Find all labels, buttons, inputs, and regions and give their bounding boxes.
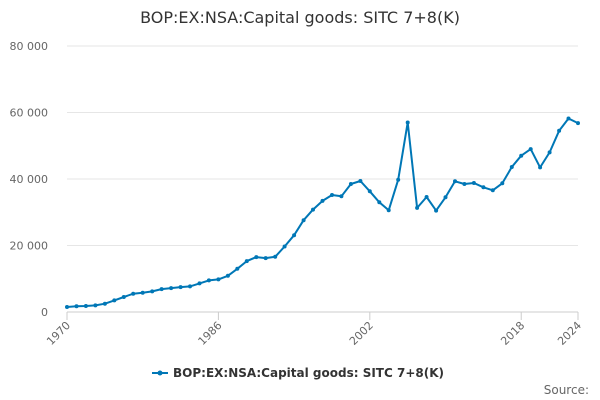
series-layer (65, 116, 580, 309)
data-point (74, 304, 79, 309)
x-tick-label: 2018 (498, 319, 527, 348)
data-point (150, 289, 155, 294)
data-point (566, 116, 571, 121)
data-point (169, 286, 174, 291)
y-tick-label: 80 000 (10, 40, 49, 53)
data-point (112, 298, 117, 303)
data-point (538, 165, 543, 170)
source-label: Source: (544, 383, 589, 397)
data-point (424, 195, 429, 199)
y-tick-label: 0 (41, 306, 48, 319)
data-point (405, 120, 410, 125)
data-point (263, 256, 268, 261)
data-point (131, 291, 136, 296)
data-point (311, 207, 315, 212)
grid-layer (67, 45, 578, 246)
data-point (471, 181, 476, 185)
data-point (386, 208, 391, 213)
legend-label: BOP:EX:NSA:Capital goods: SITC 7+8(K) (173, 366, 444, 380)
data-point (292, 233, 297, 238)
data-point (490, 188, 495, 193)
data-point (547, 150, 552, 155)
data-point (206, 278, 211, 283)
data-point (282, 244, 287, 249)
data-point (140, 290, 145, 295)
data-point (415, 205, 420, 210)
y-tick-label: 40 000 (10, 173, 49, 186)
data-point (509, 165, 514, 169)
x-tick-label: 1986 (196, 319, 225, 348)
data-point (244, 259, 249, 264)
data-point (273, 254, 278, 259)
data-point (348, 182, 353, 186)
data-point (225, 273, 230, 278)
y-tick-label: 60 000 (10, 107, 49, 120)
data-point (188, 284, 192, 289)
data-point (235, 266, 240, 271)
data-point (377, 200, 382, 205)
data-point (557, 128, 562, 133)
data-point (83, 304, 88, 308)
data-point (330, 193, 334, 197)
data-point (481, 185, 486, 190)
data-point (434, 208, 439, 213)
data-point (320, 198, 325, 203)
x-tick-label: 2024 (555, 319, 584, 348)
axis-layer: 0 20 000 40 000 60 000 80 000 1970 1986 2002 201… (10, 40, 585, 348)
data-point (254, 255, 259, 260)
data-point (367, 189, 372, 194)
data-point (178, 285, 183, 290)
data-point (396, 177, 401, 182)
data-point (576, 121, 580, 126)
data-point (443, 195, 448, 200)
data-point (216, 277, 221, 282)
data-point (528, 147, 533, 152)
data-point (453, 179, 457, 184)
data-point (358, 179, 363, 183)
data-point (197, 281, 202, 286)
legend-marker (157, 370, 163, 376)
data-point (462, 182, 467, 186)
data-point (159, 287, 164, 292)
y-tick-label: 20 000 (10, 240, 49, 253)
data-point (500, 181, 505, 186)
legend[interactable]: BOP:EX:NSA:Capital goods: SITC 7+8(K) (152, 366, 444, 380)
data-point (102, 301, 107, 306)
chart-title: BOP:EX:NSA:Capital goods: SITC 7+8(K) (140, 8, 460, 27)
data-point (519, 153, 524, 158)
data-point (65, 305, 69, 309)
series-line (66, 117, 579, 308)
data-point (93, 303, 98, 308)
data-point (339, 194, 344, 199)
x-tick-label: 2002 (347, 319, 376, 348)
data-point (301, 218, 306, 223)
x-tick-label: 1970 (44, 319, 73, 348)
data-point (121, 295, 126, 299)
